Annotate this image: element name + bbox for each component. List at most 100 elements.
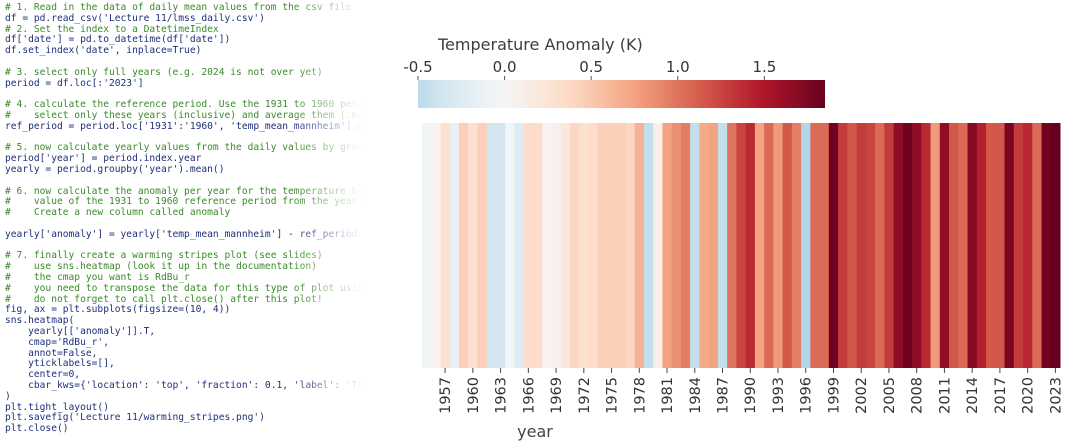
stripe-1958 — [449, 123, 460, 368]
stripe-1965 — [514, 123, 525, 368]
x-tick-label: 1984 — [688, 377, 704, 414]
x-tick-label: 1990 — [743, 377, 759, 414]
stripe-1963 — [495, 123, 506, 368]
code-line: plt.tight_layout() — [5, 401, 109, 413]
code-line: df.set_index('date', inplace=True) — [5, 45, 202, 57]
stripe-1989 — [736, 123, 747, 368]
stripe-1964 — [505, 123, 515, 368]
stripe-1977 — [625, 123, 636, 368]
stripe-2005 — [884, 123, 895, 368]
stripe-1961 — [477, 123, 488, 368]
code-line: df['date'] = pd.to_datetime(df['date']) — [5, 34, 231, 46]
stripe-1974 — [597, 123, 608, 368]
x-tick-label: 1987 — [716, 377, 732, 414]
stripe-1993 — [773, 123, 784, 368]
code-line: # 3. select only full years (e.g. 2024 i… — [5, 66, 323, 78]
stripe-1973 — [588, 123, 599, 368]
colorbar — [418, 80, 825, 108]
code-line: yearly[['anomaly']].T, — [5, 326, 156, 337]
stripe-1968 — [542, 123, 552, 368]
stripe-1969 — [551, 123, 562, 368]
code-line: annot=False, — [5, 347, 98, 359]
stripe-2015 — [976, 123, 987, 368]
stripe-2000 — [838, 123, 848, 368]
stripe-2003 — [865, 123, 876, 368]
stripe-1996 — [801, 123, 811, 368]
stripe-1975 — [606, 123, 617, 368]
x-tick-label: 1975 — [605, 377, 621, 414]
stripe-2001 — [847, 123, 858, 368]
stripe-1988 — [727, 123, 737, 368]
code-line: # Create a new column called anomaly — [5, 207, 231, 219]
stripe-1985 — [699, 123, 710, 368]
code-line: plt.close() — [5, 423, 69, 435]
stripe-2019 — [1013, 123, 1024, 368]
stripe-2023 — [1050, 123, 1061, 368]
colorbar-tick-label: -0.5 — [403, 58, 432, 76]
colorbar-tick-label: 0.0 — [493, 58, 517, 76]
x-tick-label: 2011 — [937, 377, 953, 414]
stripe-2017 — [995, 123, 1006, 368]
x-tick-label: 1966 — [521, 377, 537, 414]
x-tick-label: 1963 — [494, 377, 510, 414]
stripe-1984 — [690, 123, 700, 368]
stripe-1983 — [680, 123, 691, 368]
stripe-1962 — [486, 123, 497, 368]
stripe-1956 — [431, 123, 441, 368]
stripe-1978 — [634, 123, 645, 368]
stripe-2009 — [921, 123, 932, 368]
code-line: ) — [5, 390, 11, 402]
code-line: # 2. Set the index to a DatetimeIndex — [5, 23, 219, 35]
stripe-1997 — [810, 123, 821, 368]
stripe-1986 — [708, 123, 719, 368]
stripe-1971 — [569, 123, 580, 368]
stripe-2014 — [967, 123, 978, 368]
stripe-2016 — [986, 123, 996, 368]
stripe-1967 — [532, 123, 543, 368]
stripe-1966 — [523, 123, 534, 368]
x-tick-label: 1993 — [771, 377, 787, 414]
stripe-2011 — [939, 123, 950, 368]
code-line: plt.savefig('Lecture 11/warming_stripes.… — [5, 412, 265, 424]
stripe-1998 — [819, 123, 830, 368]
stripe-1970 — [560, 123, 571, 368]
x-tick-label: 2017 — [993, 377, 1009, 414]
x-tick-label: 2023 — [1048, 377, 1064, 414]
x-tick-label: 1978 — [632, 377, 648, 414]
x-tick-label: 1972 — [577, 377, 593, 414]
stripe-2006 — [893, 123, 904, 368]
x-tick-label: 1981 — [660, 377, 676, 414]
code-line: yearly = period.groupby('year').mean() — [5, 164, 225, 175]
stripe-2020 — [1023, 123, 1033, 368]
x-tick-label: 1969 — [549, 377, 565, 414]
x-axis-label: year — [517, 422, 553, 441]
colorbar-label: Temperature Anomaly (K) — [437, 35, 643, 54]
stripe-1972 — [579, 123, 589, 368]
x-tick-label: 1999 — [826, 377, 842, 414]
x-tick-label: 1957 — [438, 377, 454, 414]
stripe-1979 — [643, 123, 654, 368]
stripe-1994 — [782, 123, 793, 368]
stripe-2022 — [1041, 123, 1052, 368]
x-tick-label: 2008 — [910, 377, 926, 414]
colorbar-gradient — [418, 80, 825, 108]
stripe-1987 — [717, 123, 728, 368]
code-line: df = pd.read_csv('Lecture 11/lmss_daily.… — [5, 12, 265, 24]
colorbar-ticks: -0.5 0.0 0.5 1.0 1.5 — [403, 58, 776, 80]
stripe-2013 — [958, 123, 969, 368]
code-editor: # 1. Read in the data of daily mean valu… — [0, 0, 380, 445]
x-tick-label: 2005 — [882, 377, 898, 414]
stripe-1999 — [828, 123, 839, 368]
colorbar-tick-label: 1.5 — [752, 58, 776, 76]
x-tick-label: 1960 — [466, 377, 482, 414]
stripe-1955 — [422, 123, 432, 368]
x-tick-label: 2020 — [1021, 377, 1037, 414]
colorbar-tick-label: 1.0 — [666, 58, 690, 76]
stripe-2002 — [856, 123, 867, 368]
stripe-1995 — [791, 123, 802, 368]
stripes — [422, 123, 1061, 368]
code-line: fig, ax = plt.subplots(figsize=(10, 4)) — [5, 304, 231, 316]
colorbar-tick-label: 0.5 — [579, 58, 603, 76]
x-axis-ticks: 1957 1960 1963 1966 1969 1972 1975 1978 1981 1984… — [438, 368, 1064, 414]
stripe-2004 — [875, 123, 885, 368]
